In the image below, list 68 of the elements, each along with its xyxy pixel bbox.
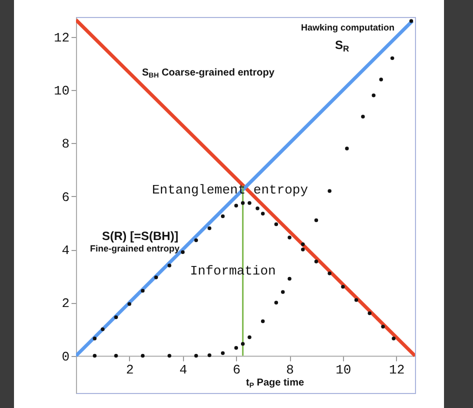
point (381, 324, 385, 328)
point (154, 276, 158, 280)
point (281, 290, 285, 294)
x-tick-label: 2 (126, 362, 134, 378)
point (114, 315, 118, 320)
point (194, 238, 198, 242)
point (274, 300, 278, 305)
point (314, 260, 318, 264)
x-tick-label: 8 (286, 362, 294, 378)
point (128, 302, 132, 306)
point (274, 222, 278, 226)
point (379, 78, 383, 82)
point (288, 236, 292, 240)
point (234, 204, 238, 208)
annotation: Fine-grained entropy (90, 244, 180, 254)
point (248, 201, 252, 205)
point (114, 354, 118, 358)
point (314, 218, 318, 222)
point (372, 94, 376, 98)
point (345, 146, 349, 150)
point (194, 354, 198, 358)
x-tick-label: 4 (179, 362, 188, 378)
x-tick-label: 10 (336, 362, 352, 378)
point (409, 19, 414, 23)
x-tick-label: 12 (389, 362, 405, 378)
point (328, 272, 332, 276)
point (390, 56, 394, 60)
point (180, 250, 185, 254)
annotation: S$_{R}$ (335, 38, 350, 54)
x-tick-label: 6 (232, 362, 241, 378)
point (140, 288, 145, 293)
point (208, 353, 212, 358)
point (220, 214, 225, 218)
point (208, 226, 212, 230)
y-tick-label: 8 (62, 136, 70, 152)
y-tick-label: 2 (62, 296, 70, 312)
point (392, 336, 396, 340)
point (328, 189, 332, 193)
point (100, 327, 105, 332)
point (168, 354, 172, 358)
y-tick-label: 6 (62, 190, 70, 205)
y-tick-label: 4 (62, 243, 70, 258)
point (240, 201, 245, 205)
point (248, 335, 252, 340)
point (288, 276, 292, 281)
annotation: S$_{BH}$ Coarse-grained entropy (142, 67, 274, 80)
point (92, 354, 97, 358)
point (168, 264, 172, 268)
point (140, 354, 145, 358)
annotation: S(R) [=S(BH)] (102, 229, 178, 243)
y-tick-label: 12 (54, 30, 70, 46)
point (220, 351, 225, 356)
point (92, 336, 97, 340)
annotation: t$_{P}$ Page time (246, 377, 304, 390)
point (301, 248, 305, 252)
point (354, 298, 358, 302)
annotation: Hawking computation (301, 22, 395, 32)
point (234, 346, 238, 350)
point (368, 311, 372, 316)
point (301, 242, 305, 246)
point (361, 114, 365, 119)
y-tick-label: 10 (54, 84, 70, 99)
point (341, 284, 345, 289)
point (256, 206, 260, 210)
point (260, 212, 265, 216)
point (240, 342, 245, 346)
y-tick-label: 0 (62, 349, 70, 364)
point (260, 319, 265, 324)
